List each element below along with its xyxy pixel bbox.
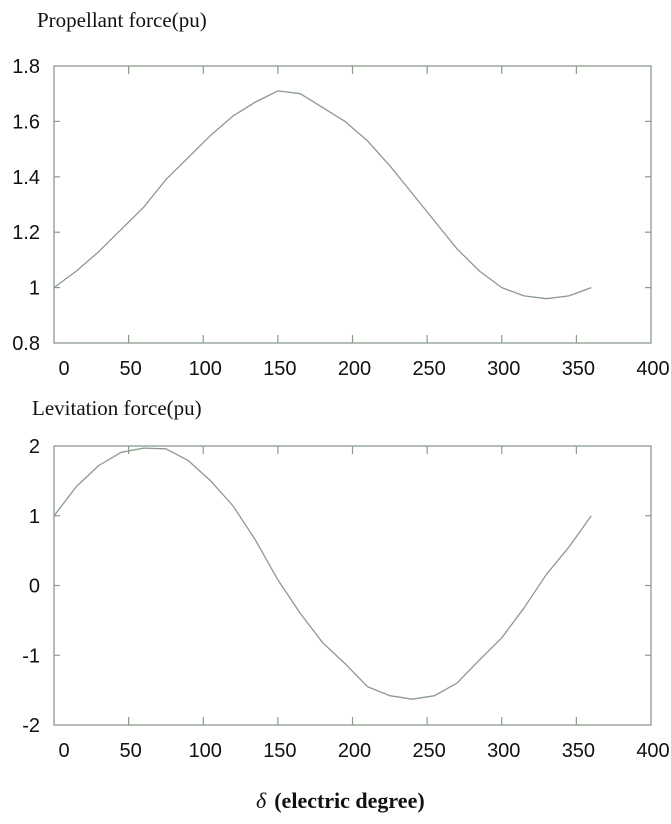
- x-tick-label: 200: [338, 740, 371, 760]
- plot-frame: [53, 65, 652, 344]
- bottom-chart-title: Levitation force(pu): [32, 396, 202, 420]
- y-tick-label: -1: [22, 645, 40, 667]
- x-axis-label: δ (electric degree): [256, 788, 425, 814]
- y-tick-label: 1.2: [12, 222, 40, 244]
- x-tick-label: 100: [189, 358, 222, 380]
- delta-symbol: δ: [256, 788, 267, 813]
- x-tick-label: 150: [263, 358, 296, 380]
- x-tick-label: 350: [562, 358, 595, 380]
- x-tick-label: 50: [120, 740, 142, 760]
- x-tick-label: 250: [412, 740, 445, 760]
- data-line: [53, 90, 592, 300]
- propellant-force-chart: 0 50 100 150 200 250 300 350 400 0.8 1 1.2 1.4 1.6 1.8: [12, 56, 670, 380]
- y-tick-label: 0.8: [12, 333, 40, 355]
- x-tick-label: 0: [58, 740, 69, 760]
- x-tick-label: 50: [120, 358, 142, 380]
- x-tick-label: 300: [487, 740, 520, 760]
- x-tick-label: 200: [338, 358, 371, 380]
- y-tick-label: 1: [29, 278, 40, 300]
- x-tick-label: 0: [58, 358, 69, 380]
- levitation-force-chart: 0 50 100 150 200 250 300 350 400 -2 -1 0 1 2: [22, 436, 669, 760]
- plot-frame: [53, 445, 652, 726]
- top-chart-title: Propellant force(pu): [37, 8, 207, 32]
- x-tick-label: 400: [636, 358, 669, 380]
- x-tick-label: 150: [263, 740, 296, 760]
- y-tick-label: 2: [29, 436, 40, 458]
- y-tick-label: 0: [29, 576, 40, 598]
- y-tick-label: 1: [29, 506, 40, 528]
- x-tick-label: 300: [487, 358, 520, 380]
- x-tick-label: 400: [636, 740, 669, 760]
- x-tick-label: 250: [412, 358, 445, 380]
- x-tick-label: 100: [189, 740, 222, 760]
- x-axis-label-text: (electric degree): [274, 788, 425, 813]
- data-line: [53, 447, 592, 700]
- x-tick-label: 350: [562, 740, 595, 760]
- y-tick-label: -2: [22, 715, 40, 737]
- y-tick-label: 1.8: [12, 56, 40, 78]
- y-tick-label: 1.4: [12, 167, 40, 189]
- y-tick-label: 1.6: [12, 111, 40, 133]
